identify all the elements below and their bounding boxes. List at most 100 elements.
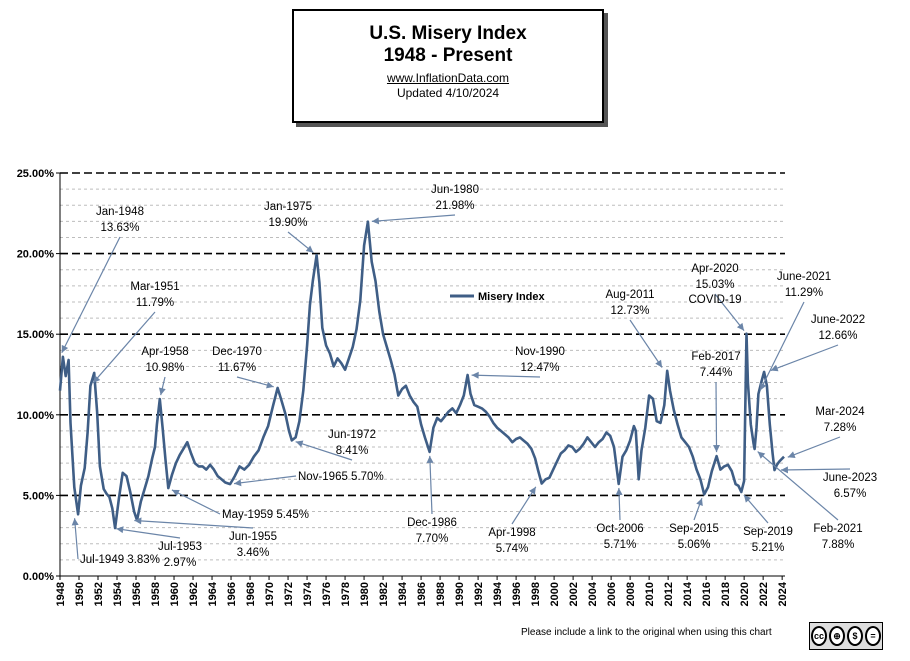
annotation-value: 7.28% [824, 422, 857, 434]
annotation-arrow [116, 528, 181, 539]
x-tick-label: 1958 [150, 582, 162, 606]
x-tick-label: 2000 [549, 582, 561, 606]
annotation-arrow [629, 319, 663, 368]
x-tick-label: 1954 [112, 581, 124, 606]
annotation-value: 12.66% [818, 330, 857, 342]
annotation-label: Jun-1980 [431, 184, 479, 196]
annotation: Sep-2019 5.21% [743, 494, 793, 554]
x-tick-label: 2006 [606, 582, 618, 606]
annotation-label: Jul-1953 [158, 541, 202, 553]
x-tick-label: 2020 [739, 582, 751, 606]
annotation-value: 7.88% [822, 539, 855, 551]
source-link[interactable]: www.InflationData.com [386, 71, 510, 85]
annotation-arrowhead [93, 375, 101, 383]
cc-icon: cc [811, 626, 827, 646]
annotation-label: Mar-1951 [130, 281, 179, 293]
x-tick-label: 2008 [625, 582, 637, 606]
x-tick-label: 2012 [663, 582, 675, 606]
annotation-arrowhead [426, 455, 434, 464]
annotation: Mar-1951 11.79% [92, 281, 180, 384]
x-tick-label: 1948 [55, 582, 67, 606]
annotation-arrow [757, 451, 839, 521]
annotation-label: Aug-2011 [605, 289, 654, 301]
annotation-arrow [770, 344, 839, 372]
annotation-label: COVID-19 [688, 294, 741, 306]
updated-date: Updated 4/10/2024 [396, 86, 500, 100]
chart-title: U.S. Misery Index [369, 23, 527, 44]
cc-license-badge[interactable]: cc ⊕ $ = [809, 622, 883, 650]
annotation-arrowhead [371, 217, 380, 225]
annotation-value: 11.29% [785, 287, 823, 299]
annotation: Feb-2021 7.88% [757, 451, 863, 551]
misery-index-line [58, 220, 785, 530]
annotation-arrowhead [158, 387, 166, 396]
annotation-label: June-2023 [823, 472, 877, 484]
annotation-arrow [471, 374, 541, 378]
annotation-value: 12.47% [520, 362, 559, 374]
legend-label: Misery Index [478, 291, 546, 303]
annotation: Jun-1955 3.46% [134, 517, 277, 559]
x-tick-label: 1990 [454, 582, 466, 606]
annotation-arrow [759, 301, 805, 391]
annotation-arrowhead [529, 486, 536, 495]
x-tick-label: 2010 [644, 582, 656, 606]
annotation-arrowhead [760, 382, 767, 391]
annotation-arrowhead [295, 440, 304, 448]
annotation-arrow [233, 475, 297, 485]
nd-icon: = [865, 626, 881, 646]
annotation-label: Jun-1972 [328, 429, 376, 441]
annotation-arrowhead [712, 445, 720, 453]
annotation: June-2021 11.29% [759, 271, 831, 391]
annotation: Nov-1965 5.70% [233, 471, 384, 487]
annotation-value: 15.03% [695, 279, 734, 291]
annotation-arrow [134, 519, 254, 529]
annotation-value: 13.63% [100, 222, 139, 234]
annotations: Jan-1948 13.63% Mar-1951 11.79% Apr-1958 10.9… [61, 184, 877, 569]
annotation-label: Nov-1965 5.70% [298, 471, 384, 483]
annotation-value: 12.73% [610, 305, 649, 317]
annotation-value: 7.44% [700, 367, 733, 379]
x-tick-label: 1970 [264, 582, 276, 606]
annotation-value: 7.70% [416, 533, 449, 545]
annotation-value: 5.21% [752, 542, 785, 554]
annotation-value: 11.67% [218, 362, 256, 374]
annotation-value: 11.79% [136, 297, 174, 309]
annotation-arrowhead [696, 498, 703, 506]
annotation-arrowhead [305, 245, 314, 253]
annotation-label: Mar-2024 [815, 406, 865, 418]
annotation-arrowhead [471, 371, 479, 379]
annotation: Sep-2015 5.06% [669, 497, 719, 551]
x-tick-label: 1962 [188, 582, 200, 606]
annotation-arrow [715, 381, 718, 453]
y-tick-label: 15.00% [17, 329, 55, 341]
annotation: Dec-1970 11.67% [212, 346, 274, 389]
annotation-label: Feb-2021 [813, 523, 862, 535]
x-tick-label: 1992 [473, 582, 485, 606]
annotation-arrowhead [615, 487, 623, 496]
annotation-arrowhead [71, 518, 79, 526]
annotation-arrowhead [134, 517, 142, 525]
annotation-arrow [171, 489, 221, 515]
x-tick-label: 1964 [207, 581, 219, 606]
annotation-value: 8.41% [336, 445, 369, 457]
annotation: May-1959 5.45% [171, 489, 309, 521]
annotation-arrow [92, 311, 156, 384]
x-tick-label: 1984 [397, 581, 409, 606]
annotation-label: Jul-1949 3.83% [80, 554, 160, 566]
annotation-label: Dec-1970 [212, 346, 262, 358]
title-box: U.S. Misery Index 1948 - Present www.Inf… [292, 9, 604, 123]
annotation-label: Jun-1955 [229, 531, 277, 543]
annotation-label: Dec-1986 [407, 517, 457, 529]
annotation: Jun-1980 21.98% [371, 184, 479, 225]
annotation-value: 3.46% [237, 547, 270, 559]
annotation: Jun-1972 8.41% [295, 429, 376, 461]
x-tick-label: 1980 [359, 582, 371, 606]
annotation-arrowhead [61, 344, 69, 353]
annotation-label: May-1959 5.45% [222, 509, 309, 521]
annotation: Oct-2006 5.71% [596, 487, 644, 551]
x-tick-label: 2022 [758, 582, 770, 606]
annotation-label: Apr-1998 [488, 527, 535, 539]
annotation: June-2023 6.57% [780, 466, 877, 500]
annotation-arrowhead [787, 451, 796, 458]
